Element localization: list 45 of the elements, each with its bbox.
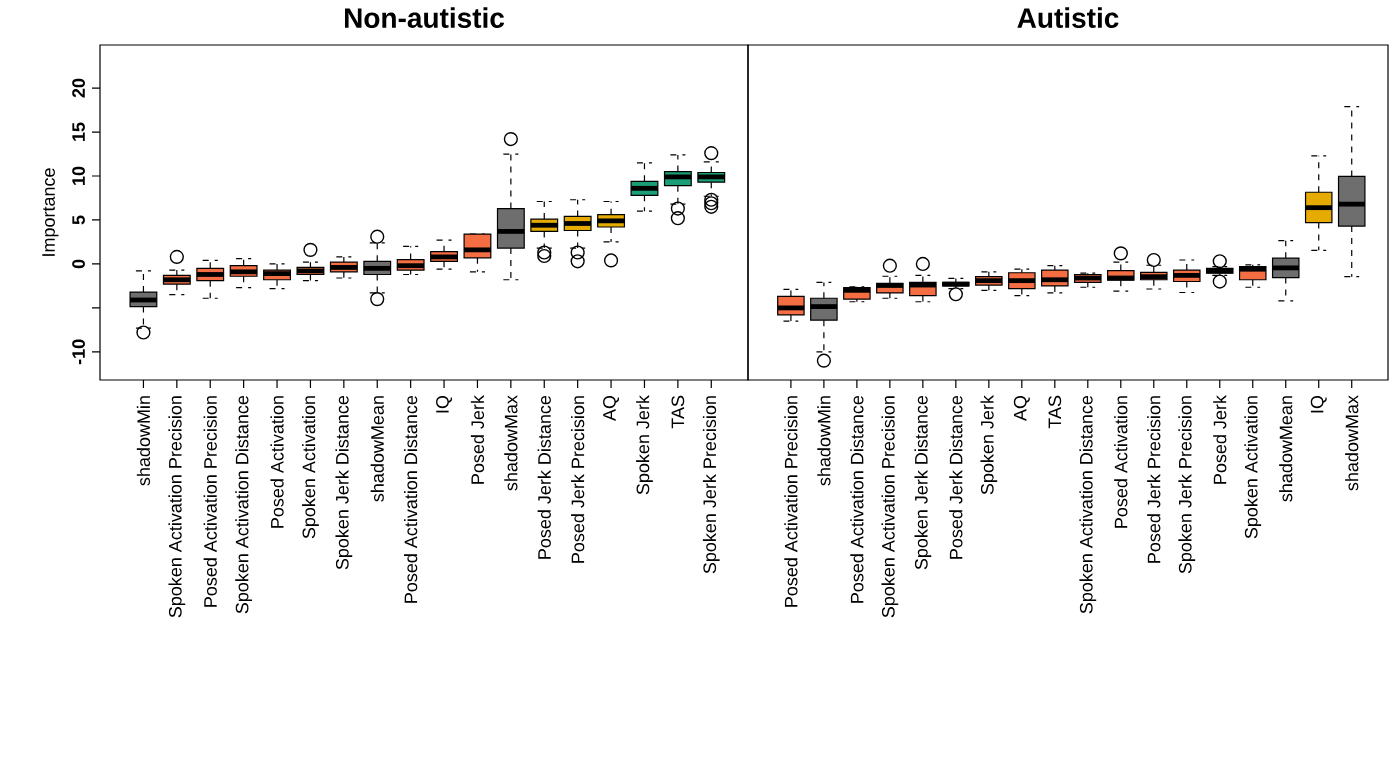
- x-tick-label: shadowMin: [817, 396, 831, 486]
- x-tick-label: Spoken Activation: [1244, 396, 1262, 539]
- x-tick-label: Spoken Jerk: [980, 395, 998, 495]
- x-tick-label: Posed Activation Precision: [784, 396, 798, 607]
- x-tick-label: Posed Jerk Distance: [537, 395, 551, 559]
- x-tick-label: Posed Jerk Distance: [949, 395, 963, 559]
- x-tick-label: TAS: [671, 395, 685, 429]
- x-tick-label: AQ: [1013, 395, 1030, 422]
- x-tick-label: shadowMax: [1345, 395, 1359, 491]
- x-tick-label: Spoken Jerk Precision: [702, 396, 720, 574]
- x-tick-label: Posed Activation: [1114, 396, 1128, 528]
- x-tick-label: shadowMean: [370, 396, 384, 502]
- x-tick-label: Posed Activation Distance: [850, 395, 864, 603]
- x-tick-label: Spoken Jerk: [636, 395, 653, 495]
- y-axis-title: Importance: [42, 168, 59, 256]
- x-tick-label: shadowMean: [1279, 396, 1293, 502]
- x-tick-label: shadowMin: [136, 396, 151, 486]
- x-tick-label: Posed Jerk: [1213, 395, 1227, 484]
- x-tick-label: Posed Activation Precision: [203, 396, 217, 607]
- y-tick-label: 10: [72, 166, 85, 185]
- chart-title: Autistic: [1017, 7, 1119, 28]
- x-tick-label: shadowMax: [504, 395, 518, 491]
- x-tick-label: Spoken Activation Distance: [1079, 395, 1097, 614]
- chart-title: Non-autistic: [345, 7, 505, 28]
- x-tick-label: Spoken Jerk Precision: [1178, 396, 1196, 574]
- x-tick-label: Spoken Activation Distance: [235, 395, 253, 614]
- x-tick-label: Posed Jerk Precision: [1147, 396, 1161, 563]
- x-tick-label: Spoken Activation Precision: [168, 396, 186, 618]
- x-tick-label: Posed Jerk: [470, 395, 485, 484]
- x-tick-label: Spoken Jerk Distance: [914, 395, 932, 570]
- y-tick-label: 5: [72, 215, 85, 225]
- x-tick-label: Spoken Activation: [302, 396, 319, 539]
- x-tick-label: AQ: [603, 395, 620, 422]
- x-tick-label: Posed Jerk Precision: [571, 396, 585, 563]
- y-tick-label: -10: [72, 339, 85, 365]
- y-tick-label: 0: [72, 259, 85, 269]
- x-tick-label: Posed Activation Distance: [404, 395, 418, 603]
- x-tick-label: IQ: [1310, 395, 1327, 413]
- x-tick-label: TAS: [1048, 395, 1062, 429]
- y-tick-label: 15: [72, 122, 85, 141]
- x-tick-label: Posed Activation: [270, 396, 284, 528]
- y-tick-label: 20: [72, 78, 85, 98]
- x-tick-label: IQ: [436, 395, 453, 413]
- x-tick-label: Spoken Activation Precision: [881, 396, 899, 618]
- x-tick-label: Spoken Jerk Distance: [335, 395, 353, 570]
